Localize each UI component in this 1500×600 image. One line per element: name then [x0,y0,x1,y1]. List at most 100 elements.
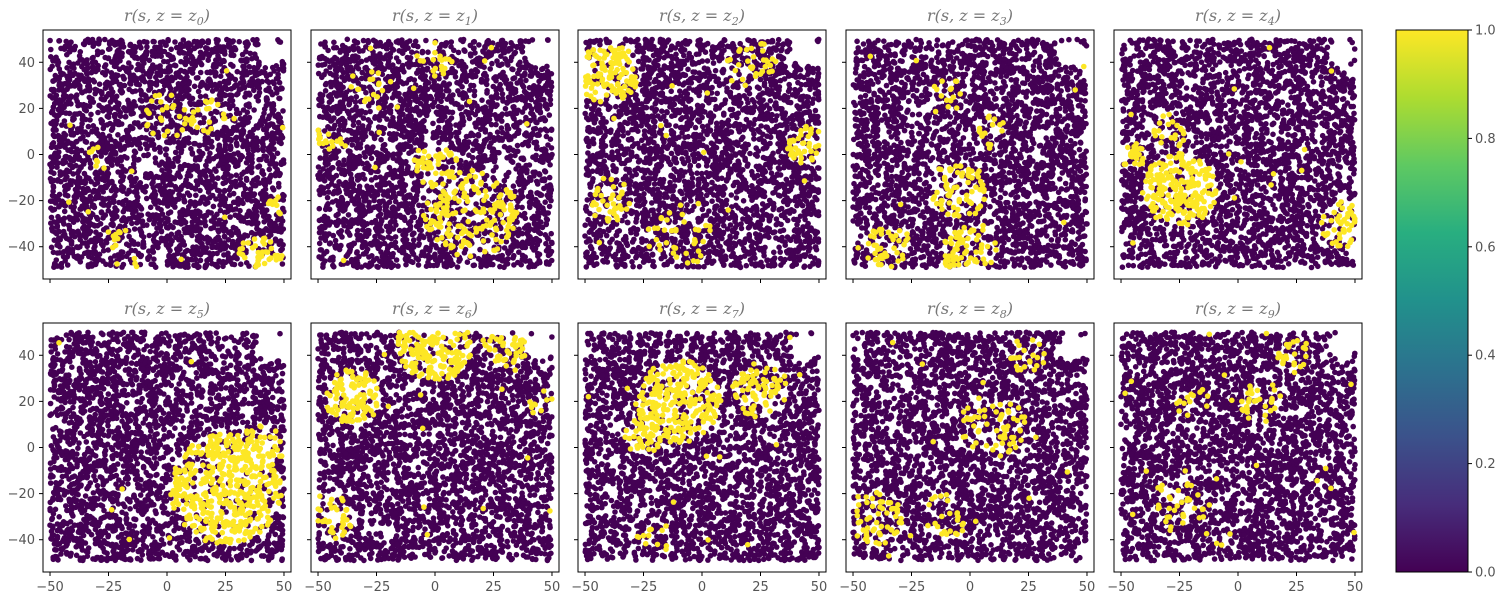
data-point-low [354,232,360,238]
data-point-low [270,101,277,107]
data-point-low [142,189,148,195]
data-point-low [529,111,536,117]
data-point-low [234,82,240,89]
data-point-low [142,141,149,147]
data-point-low [363,44,369,50]
data-point-low [438,104,445,111]
data-point-low [189,60,195,67]
data-point-low [123,168,129,174]
data-point-low [519,49,526,55]
data-point-low [404,106,411,113]
data-point-low [176,191,182,198]
data-point-low [279,134,286,141]
data-point-low [63,38,69,45]
data-point-low [133,175,139,182]
data-point-low [240,77,246,84]
data-point-low [146,232,153,239]
data-point-low [193,244,200,250]
data-point-low [507,97,514,104]
data-point-low [140,234,147,240]
data-point-low [222,51,228,57]
data-point-low [189,70,196,76]
data-point-low [231,261,238,268]
data-point-low [85,79,92,85]
data-point-low [74,92,80,98]
data-point-low [195,88,202,95]
data-point-low [367,108,373,115]
data-point-low [116,82,123,88]
data-point-low [462,246,469,253]
data-point-low [166,181,173,188]
data-point-low [75,256,82,262]
data-point-low [109,79,116,86]
data-point-low [390,226,397,232]
data-point-low [547,96,554,103]
data-point-low [521,88,528,95]
data-point-low [163,152,169,158]
data-point-low [49,228,56,234]
data-point-low [217,73,224,79]
data-point-low [80,114,86,120]
data-point-low [153,120,160,127]
data-point-low [524,169,530,176]
data-point-low [115,39,121,46]
data-point-low [234,68,241,75]
data-point-low [236,38,242,45]
data-point-low [411,230,417,236]
data-point-high [231,115,237,122]
data-point-low [348,128,354,134]
data-point-low [274,150,281,157]
data-point-low [138,228,144,235]
data-point-low [247,69,254,76]
data-point-low [105,107,112,114]
data-point-low [53,144,60,151]
data-point-low [348,95,355,101]
data-point-low [135,251,142,258]
data-point-low [268,121,274,127]
data-point-low [419,48,426,55]
data-point-low [259,139,265,145]
data-point-low [132,204,138,211]
data-point-low [230,102,236,109]
data-point-low [186,94,192,101]
data-point-low [157,72,164,79]
data-point-low [268,89,274,95]
data-point-low [271,107,277,113]
data-point-low [515,162,522,169]
data-point-low [91,79,98,85]
data-point-low [177,85,183,92]
data-point-low [544,63,550,70]
data-point-low [69,250,76,256]
data-point-high [264,249,271,255]
data-point-low [152,155,159,161]
data-point-high [170,104,176,111]
data-point-low [273,75,280,82]
data-point-high [267,239,274,245]
data-point-low [60,253,67,260]
data-point-low [95,109,101,116]
data-point-low [77,102,84,108]
data-point-high [249,245,256,251]
data-point-low [547,162,553,168]
data-point-low [228,73,234,79]
data-point-low [274,129,281,136]
data-point-high [114,261,120,267]
data-point-low [89,238,96,245]
data-point-low [77,236,83,243]
data-point-low [255,147,261,153]
data-point-low [147,103,153,109]
data-point-low [498,125,505,131]
data-point-low [446,178,452,184]
data-point-low [107,120,113,127]
data-point-low [83,203,90,209]
data-point-low [528,106,535,112]
data-point-low [181,219,188,226]
data-point-low [252,54,259,61]
data-point-low [210,238,216,245]
data-point-low [192,210,199,217]
data-point-low [134,220,140,226]
data-point-high [179,127,186,133]
data-point-low [341,157,347,163]
data-point-high [101,165,107,171]
data-point-low [62,233,68,239]
